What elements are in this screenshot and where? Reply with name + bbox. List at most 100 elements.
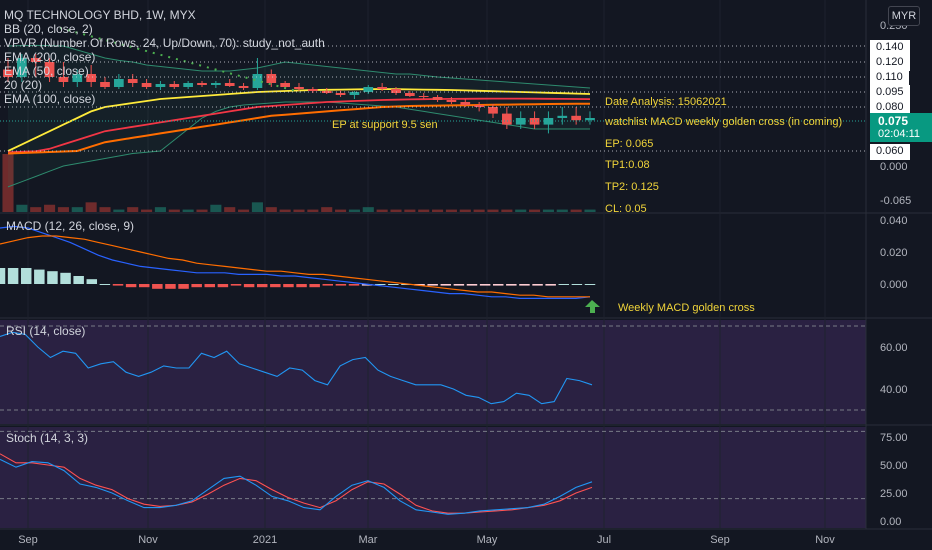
price-tag-0080: 0.080 xyxy=(870,100,910,116)
stoch-axis-label: 50.00 xyxy=(880,460,908,472)
volume-bar xyxy=(154,207,166,212)
time-label: Sep xyxy=(710,534,730,546)
candle-body xyxy=(58,77,69,82)
indicator-ema50[interactable]: EMA (50, close) xyxy=(4,64,89,78)
stoch-axis-label: 75.00 xyxy=(880,432,908,444)
bb-upper-line xyxy=(7,44,591,89)
rsi-line xyxy=(0,331,593,405)
indicator-ema200[interactable]: EMA (200, close) xyxy=(4,50,96,64)
price-tag-0120: 0.120 xyxy=(870,55,910,71)
macd-histogram-bar xyxy=(335,284,347,286)
stoch-d-line xyxy=(0,453,593,514)
macd-histogram-bar xyxy=(440,284,452,286)
candle-body xyxy=(460,102,471,105)
candle-body xyxy=(571,115,581,121)
main-legend: MQ TECHNOLOGY BHD, 1W, MYX BB (20, close… xyxy=(4,8,325,106)
macd-histogram-bar xyxy=(217,284,229,288)
note-tp2: TP2: 0.125 xyxy=(605,181,659,193)
volume-bar xyxy=(307,209,319,212)
time-label: May xyxy=(477,534,498,546)
macd-histogram-bar xyxy=(34,269,45,284)
volume-bar xyxy=(238,209,250,212)
rsi-title[interactable]: RSI (14, close) xyxy=(6,324,86,338)
stoch-pane-background xyxy=(0,427,866,528)
volume-bar xyxy=(265,207,277,212)
macd-line xyxy=(0,225,591,299)
last-price-tag: 0.075 02:04:11 xyxy=(870,113,932,142)
macd-axis-label: 0.000 xyxy=(880,279,908,291)
candle-body xyxy=(391,89,401,93)
volume-bar xyxy=(570,209,582,212)
volume-bar xyxy=(279,209,291,212)
volume-bar xyxy=(182,209,194,212)
volume-bar xyxy=(529,209,541,212)
candle-body xyxy=(224,83,235,86)
macd-histogram-bar xyxy=(125,284,137,288)
macd-histogram-bar xyxy=(138,284,150,288)
stoch-title[interactable]: Stoch (14, 3, 3) xyxy=(6,431,89,445)
volume-bar xyxy=(348,209,360,212)
note-date-analysis: Date Analysis: 15062021 xyxy=(605,96,727,108)
candle-body xyxy=(308,89,318,91)
macd-axis-label: 0.040 xyxy=(880,215,908,227)
note-watchlist: watchlist MACD weekly golden cross (in c… xyxy=(605,116,843,128)
time-label: Jul xyxy=(597,534,611,546)
note-tp1: TP1:0.08 xyxy=(605,159,650,171)
candle-body xyxy=(114,79,124,87)
stoch-k-line xyxy=(0,458,593,515)
price-tag-0110: 0.110 xyxy=(870,70,909,86)
indicator-bb[interactable]: BB (20, close, 2) xyxy=(4,22,93,36)
volume-bar xyxy=(251,202,263,212)
volume-bar xyxy=(71,207,83,212)
candle-body xyxy=(211,83,221,85)
macd-histogram-bar xyxy=(204,284,216,288)
time-label: Nov xyxy=(815,534,835,546)
candle-body xyxy=(363,87,374,92)
macd-histogram-bar xyxy=(506,284,517,286)
macd-histogram-bar xyxy=(20,268,32,284)
indicator-vpvr[interactable]: VPVR (Number Of Rows, 24, Up/Down, 70): … xyxy=(4,36,325,50)
macd-histogram-bar xyxy=(152,284,163,289)
symbol-title: MQ TECHNOLOGY BHD, 1W, MYX xyxy=(4,8,196,22)
currency-button[interactable]: MYR xyxy=(888,6,920,26)
volume-bar xyxy=(404,209,416,212)
volume-bar xyxy=(542,209,554,212)
volume-bar xyxy=(168,209,180,212)
time-label: Sep xyxy=(18,534,38,546)
candle-body xyxy=(183,83,193,87)
candle-body xyxy=(238,86,249,88)
volume-bar xyxy=(85,202,97,212)
macd-histogram-bar xyxy=(532,284,543,286)
volume-bar xyxy=(418,209,430,212)
macd-histogram-bar xyxy=(296,284,307,288)
price-axis-label: -0.065 xyxy=(880,195,911,207)
price-tag-0140: 0.140 xyxy=(870,40,910,56)
macd-histogram-bar xyxy=(348,284,360,286)
candle-body xyxy=(155,84,166,87)
candle-body xyxy=(446,100,457,102)
macd-histogram-bar xyxy=(571,284,583,285)
candle-body xyxy=(86,74,96,82)
note-ep: EP: 0.065 xyxy=(605,138,654,150)
time-label: 2021 xyxy=(253,534,277,546)
price-tag-0095: 0.095 xyxy=(870,85,910,101)
candle-body xyxy=(488,107,498,114)
volume-bar xyxy=(57,207,69,212)
macd-histogram-bar xyxy=(99,284,111,285)
candle-body xyxy=(557,115,568,118)
candle-body xyxy=(321,91,332,93)
macd-title[interactable]: MACD (12, 26, close, 9) xyxy=(6,219,135,233)
indicator-20[interactable]: 20 (20) xyxy=(4,78,43,92)
macd-histogram-bar xyxy=(47,271,58,284)
indicator-ema100[interactable]: EMA (100, close) xyxy=(4,92,96,106)
macd-histogram-bar xyxy=(479,284,491,286)
macd-histogram-bar xyxy=(7,268,19,284)
macd-histogram-bar xyxy=(283,284,294,288)
candle-body xyxy=(197,83,207,85)
signal-line xyxy=(0,235,590,298)
note-macd-golden-cross: Weekly MACD golden cross xyxy=(618,302,755,314)
trendline-dotted xyxy=(59,27,301,93)
candle-body xyxy=(141,83,152,87)
macd-histogram-bar xyxy=(309,284,320,288)
